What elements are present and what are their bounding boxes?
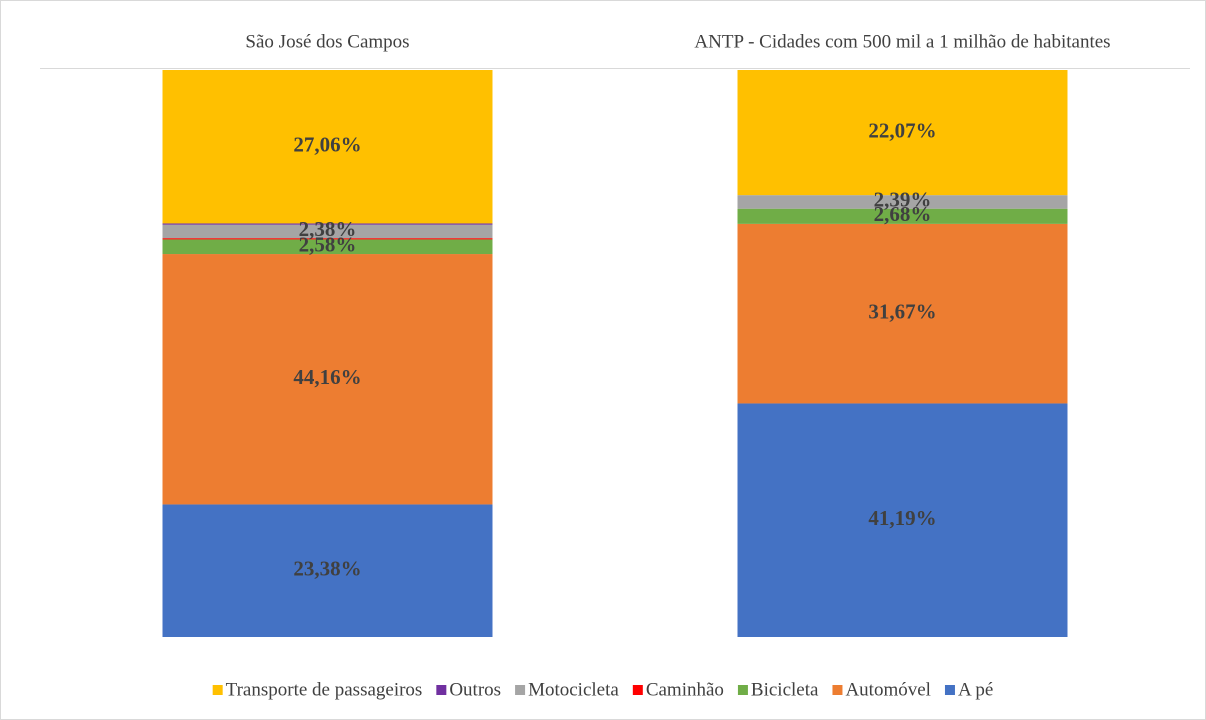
data-label: 41,19% (868, 506, 936, 530)
legend-swatch (832, 685, 843, 695)
bar-segment (162, 70, 493, 224)
bar-segment (162, 504, 493, 637)
legend-label: Caminhão (646, 679, 724, 700)
bar-segment (737, 208, 1068, 224)
legend-label: Outros (449, 679, 501, 700)
bar-segment (162, 224, 493, 239)
bar-segment (737, 70, 1068, 196)
data-label: 2,58% (299, 233, 357, 257)
bar-segment (162, 254, 493, 505)
data-label: 2,38% (299, 217, 357, 241)
bar-segment (162, 239, 493, 255)
data-label: 2,39% (874, 188, 932, 212)
bar-segment (737, 223, 1068, 404)
data-label: 2,68% (874, 202, 932, 226)
data-label: 31,67% (868, 299, 936, 323)
bar-segment (737, 403, 1068, 637)
legend-swatch (515, 685, 526, 695)
legend-label: Transporte de passageiros (226, 679, 423, 700)
data-label: 44,16% (293, 365, 361, 389)
data-label: 22,07% (868, 118, 936, 142)
legend-swatch (944, 685, 955, 695)
legend-swatch (737, 685, 748, 695)
bar-segment (162, 223, 493, 225)
legend-label: Motocicleta (528, 679, 619, 700)
data-label: 23,38% (293, 557, 361, 581)
x-tick-label: São José dos Campos (245, 31, 409, 52)
legend-swatch (436, 685, 447, 695)
legend-label: Automóvel (845, 679, 931, 700)
legend-swatch (212, 685, 223, 695)
legend-label: Bicicleta (751, 679, 819, 700)
legend-swatch (632, 685, 643, 695)
bar-segment (737, 195, 1068, 209)
legend-label: A pé (958, 679, 993, 700)
bar-segment (162, 238, 493, 240)
x-tick-label: ANTP - Cidades com 500 mil a 1 milhão de… (694, 31, 1110, 52)
data-label: 27,06% (293, 133, 361, 157)
